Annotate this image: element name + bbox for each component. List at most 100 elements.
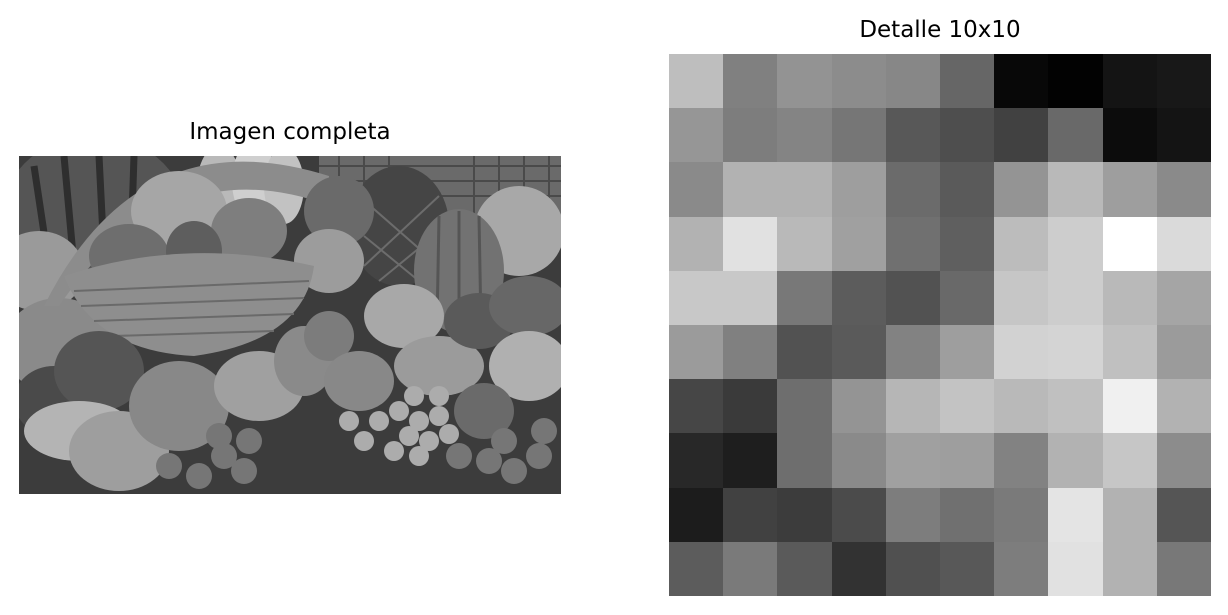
full-image-photo [19,156,561,494]
pixel-cell [1102,325,1157,380]
pixel-cell [1048,325,1103,380]
pixel-cell [885,162,940,217]
pixel-cell [831,54,886,109]
pixel-cell [1102,541,1157,596]
pixel-cell [994,54,1049,109]
pixel-cell [723,162,778,217]
pixel-cell [885,487,940,542]
pixel-cell [831,270,886,325]
full-image-title: Imagen completa [189,119,391,145]
pixel-cell [723,487,778,542]
pixel-cell [669,216,724,271]
pixel-cell [723,541,778,596]
pixel-cell [885,541,940,596]
pixel-cell [1156,216,1211,271]
pixel-cell [940,325,995,380]
pixel-cell [885,433,940,488]
pixel-cell [1102,379,1157,434]
pixel-cell [885,379,940,434]
pixel-cell [669,487,724,542]
pixel-cell [994,325,1049,380]
pixel-cell [669,325,724,380]
pixel-cell [723,54,778,109]
pixel-cell [831,108,886,163]
pixel-cell [669,541,724,596]
pixel-cell [994,433,1049,488]
pixel-cell [1048,162,1103,217]
pixel-cell [669,270,724,325]
pixel-cell [885,108,940,163]
pixel-cell [940,379,995,434]
pixel-cell [1048,433,1103,488]
pixel-cell [1102,54,1157,109]
pixel-cell [1156,162,1211,217]
pixel-cell [777,216,832,271]
pixel-cell [1048,541,1103,596]
pixel-cell [669,108,724,163]
pixel-cell [1048,270,1103,325]
detail-title: Detalle 10x10 [859,17,1021,43]
pixel-cell [1102,487,1157,542]
pixel-cell [1102,162,1157,217]
pixel-cell [831,379,886,434]
pixel-cell [1102,433,1157,488]
pixel-cell [994,379,1049,434]
pixel-cell [723,325,778,380]
pixel-cell [885,54,940,109]
pixel-cell [1048,216,1103,271]
pixel-cell [1156,270,1211,325]
pixel-cell [885,216,940,271]
pixel-cell [994,216,1049,271]
pixel-cell [940,162,995,217]
pixel-cell [669,379,724,434]
pixel-cell [1102,108,1157,163]
pixel-cell [669,162,724,217]
pixel-cell [777,162,832,217]
pixel-cell [1156,379,1211,434]
pixel-cell [1156,487,1211,542]
pixel-cell [940,433,995,488]
pixel-cell [723,433,778,488]
pixel-cell [723,108,778,163]
pixel-cell [831,487,886,542]
pixel-cell [831,541,886,596]
pixel-cell [831,433,886,488]
pixel-cell [831,162,886,217]
pixel-cell [940,216,995,271]
pixel-cell [940,541,995,596]
detail-pixel-grid [669,54,1211,596]
pixel-cell [777,108,832,163]
pixel-cell [777,379,832,434]
pixel-cell [1156,541,1211,596]
pixel-cell [777,433,832,488]
pixel-cell [885,325,940,380]
pixel-cell [723,270,778,325]
pixel-cell [1102,216,1157,271]
pixel-cell [940,54,995,109]
pixel-cell [1048,108,1103,163]
pixel-cell [994,270,1049,325]
pixel-cell [831,216,886,271]
pixel-cell [777,487,832,542]
pixel-cell [831,325,886,380]
pixel-cell [994,487,1049,542]
pixel-cell [885,270,940,325]
pixel-cell [1048,379,1103,434]
pixel-cell [777,270,832,325]
pixel-cell [723,379,778,434]
pixel-cell [994,541,1049,596]
pixel-cell [940,270,995,325]
pixel-cell [777,54,832,109]
pixel-cell [777,541,832,596]
pixel-cell [1102,270,1157,325]
pixel-cell [940,108,995,163]
pixel-cell [994,108,1049,163]
pixel-cell [1156,54,1211,109]
pixel-cell [777,325,832,380]
pixel-cell [994,162,1049,217]
pixel-cell [1048,487,1103,542]
pixel-cell [669,433,724,488]
pixel-cell [1156,433,1211,488]
pixel-cell [1156,325,1211,380]
pixel-cell [1048,54,1103,109]
